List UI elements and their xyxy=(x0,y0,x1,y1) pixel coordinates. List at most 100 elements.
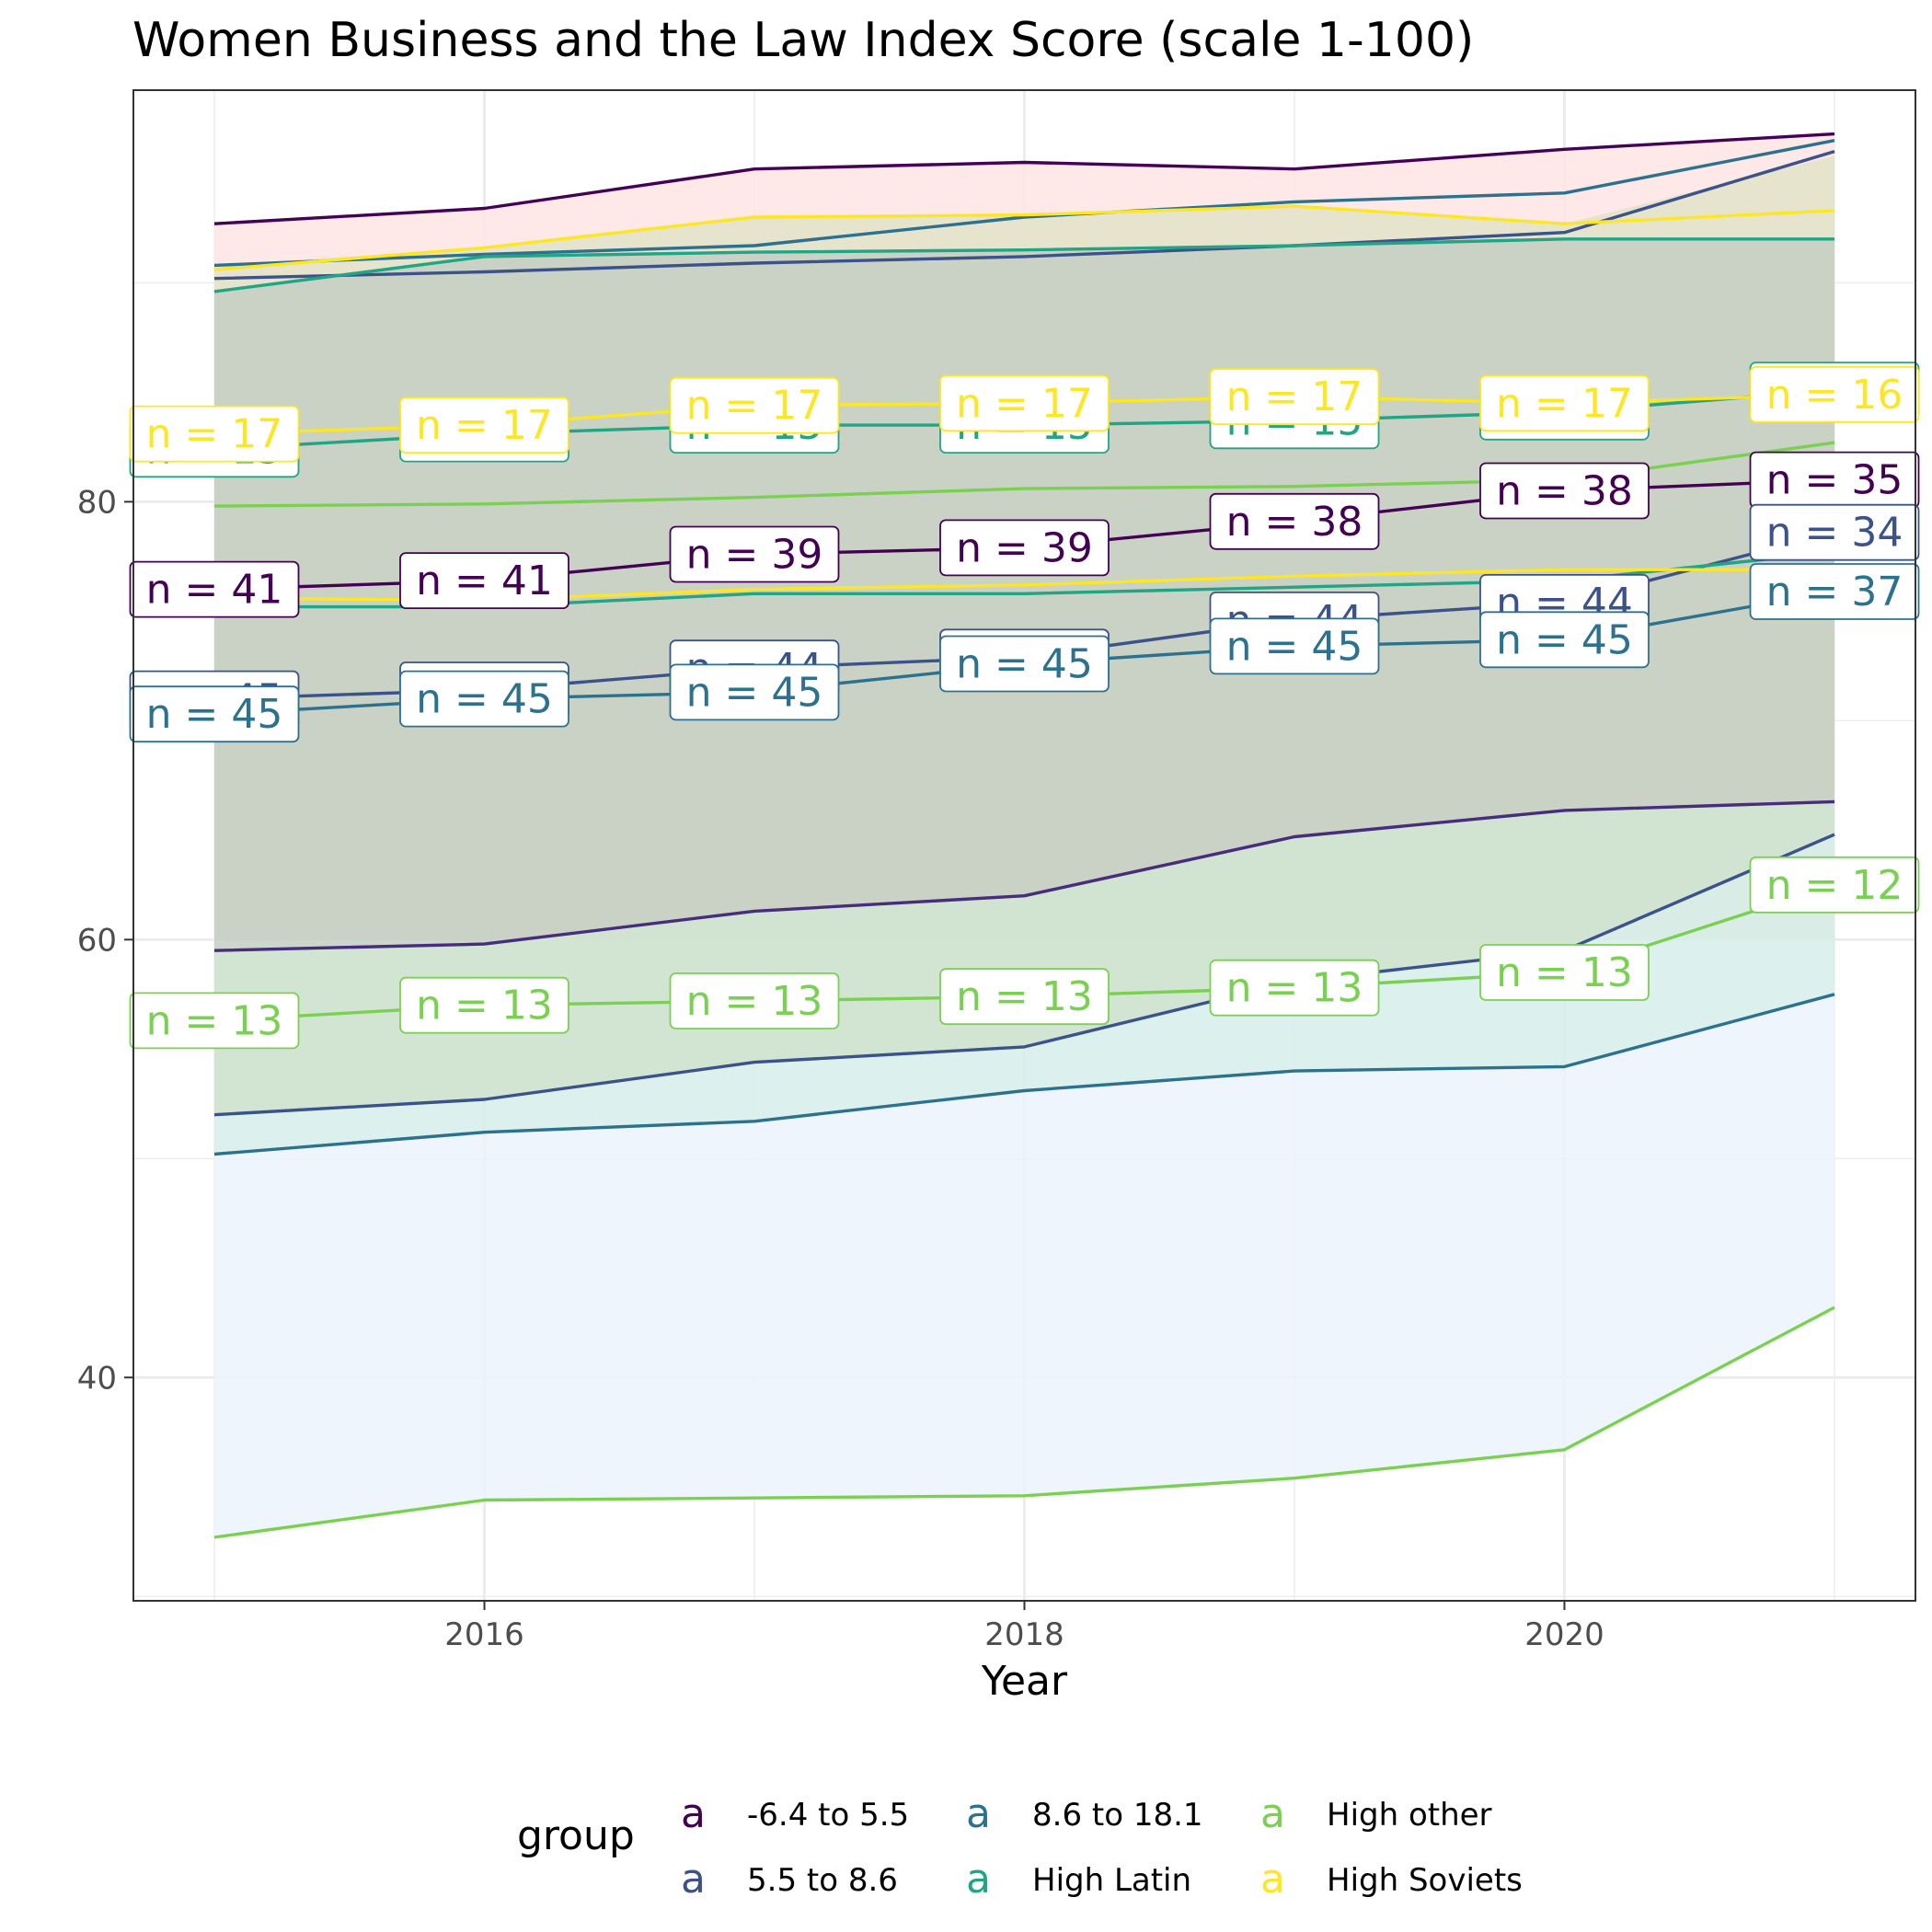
data-label: n = 12 xyxy=(1749,856,1920,914)
data-label: n = 17 xyxy=(1209,368,1380,426)
data-label: n = 13 xyxy=(1479,944,1650,1001)
data-label-text: n = 45 xyxy=(416,676,553,723)
legend-entry: a High other xyxy=(1260,1790,1492,1837)
data-label: n = 38 xyxy=(1209,492,1380,550)
legend-entry: a High Latin xyxy=(966,1856,1191,1903)
data-labels: n = 41 n = 41 n = 39 n = 39 n = 38 n = 38 n = … xyxy=(129,362,1920,1050)
data-label-box xyxy=(1749,856,1920,914)
data-label-box xyxy=(1749,365,1920,423)
data-label: n = 17 xyxy=(1479,374,1650,432)
legend-key-glyph: a xyxy=(1260,1790,1285,1837)
data-label-text: n = 45 xyxy=(146,691,283,738)
data-label-text: n = 41 xyxy=(146,567,283,614)
data-label: n = 13 xyxy=(939,968,1110,1026)
data-label-text: n = 38 xyxy=(1496,468,1633,515)
data-label: n = 16 xyxy=(1749,365,1920,423)
data-label-text: n = 13 xyxy=(686,978,823,1025)
legend-label: 5.5 to 8.6 xyxy=(747,1862,898,1899)
x-tick-label: 2016 xyxy=(444,1616,524,1653)
series-line-4 xyxy=(213,204,1835,271)
data-label-text: n = 13 xyxy=(1226,965,1363,1012)
data-label-text: n = 39 xyxy=(956,524,1093,571)
x-tick-label: 2018 xyxy=(984,1616,1064,1653)
legend-key-glyph: a xyxy=(681,1856,706,1903)
data-label: n = 17 xyxy=(669,376,840,434)
legend-label: High Latin xyxy=(1032,1862,1191,1899)
data-label-box xyxy=(1209,368,1380,426)
data-label-box xyxy=(1749,503,1920,561)
data-label-text: n = 35 xyxy=(1766,457,1903,504)
data-label-box xyxy=(1479,944,1650,1001)
data-label: n = 34 xyxy=(1749,503,1920,561)
series-line-2 xyxy=(213,139,1835,268)
data-label: n = 35 xyxy=(1749,451,1920,509)
data-label-box xyxy=(1479,462,1650,520)
series-line-17 xyxy=(213,1305,1835,1539)
data-label-box xyxy=(939,968,1110,1026)
data-label-box xyxy=(669,525,840,583)
data-label: n = 13 xyxy=(129,992,300,1050)
data-label-box xyxy=(1479,611,1650,669)
legend-key-glyph: a xyxy=(681,1790,706,1837)
legend-key-glyph: a xyxy=(1260,1856,1285,1903)
data-label: n = 41 xyxy=(129,560,300,618)
legend-entry: a High Soviets xyxy=(1260,1856,1523,1903)
data-label-box xyxy=(399,670,569,728)
data-label-box xyxy=(1209,617,1380,675)
data-label-box xyxy=(939,374,1110,432)
data-label-text: n = 13 xyxy=(1496,949,1633,996)
legend-entry: a 8.6 to 18.1 xyxy=(966,1790,1203,1837)
y-tick-label: 40 xyxy=(77,1360,117,1397)
legend-entry: a -6.4 to 5.5 xyxy=(681,1790,909,1837)
y-tick-label: 80 xyxy=(77,484,117,521)
data-label-text: n = 39 xyxy=(686,532,823,579)
data-label-text: n = 45 xyxy=(1226,623,1363,670)
data-label-box xyxy=(1479,374,1650,432)
data-label-box xyxy=(129,560,300,618)
data-label: n = 17 xyxy=(939,374,1110,432)
legend: group a -6.4 to 5.5a 5.5 to 8.6a 8.6 to 18.1… xyxy=(517,1790,1523,1903)
ribbon-3 xyxy=(214,801,1834,1115)
data-label: n = 37 xyxy=(1749,563,1920,620)
chart-title: Women Business and the Law Index Score (… xyxy=(132,13,1475,68)
data-label-text: n = 17 xyxy=(416,402,553,449)
data-label-text: n = 17 xyxy=(1496,380,1633,427)
data-label-box xyxy=(669,376,840,434)
legend-entry: a 5.5 to 8.6 xyxy=(681,1856,898,1903)
legend-key-glyph: a xyxy=(966,1790,991,1837)
data-label: n = 38 xyxy=(1479,462,1650,520)
data-label-text: n = 45 xyxy=(686,669,823,716)
series-line-1 xyxy=(213,149,1835,281)
data-label: n = 17 xyxy=(399,397,569,454)
data-label-text: n = 34 xyxy=(1766,510,1903,557)
x-tick-label: 2020 xyxy=(1524,1616,1604,1653)
data-label: n = 41 xyxy=(399,552,569,609)
data-label-box xyxy=(939,519,1110,577)
x-axis-title: Year xyxy=(981,1658,1068,1705)
data-label-text: n = 16 xyxy=(1766,372,1903,419)
legend-label: -6.4 to 5.5 xyxy=(747,1797,909,1834)
data-label: n = 39 xyxy=(939,519,1110,577)
data-label-box xyxy=(1209,492,1380,550)
data-label: n = 45 xyxy=(1209,617,1380,675)
data-label: n = 45 xyxy=(399,670,569,728)
data-label-box xyxy=(1209,959,1380,1017)
plot-area xyxy=(213,132,1835,1539)
legend-title: group xyxy=(517,1812,635,1859)
data-label-box xyxy=(129,992,300,1050)
data-label: n = 45 xyxy=(669,663,840,721)
data-label-text: n = 37 xyxy=(1766,569,1903,615)
data-label: n = 45 xyxy=(1479,611,1650,669)
data-label-text: n = 13 xyxy=(956,973,1093,1020)
data-label-text: n = 17 xyxy=(956,380,1093,427)
data-label-box xyxy=(399,976,569,1034)
legend-label: High Soviets xyxy=(1327,1862,1523,1899)
series-line-16 xyxy=(213,993,1835,1156)
data-label-text: n = 13 xyxy=(146,997,283,1044)
data-label-box xyxy=(939,635,1110,693)
data-label-box xyxy=(399,552,569,609)
ribbon-5 xyxy=(214,994,1834,1537)
data-label-box xyxy=(129,685,300,743)
